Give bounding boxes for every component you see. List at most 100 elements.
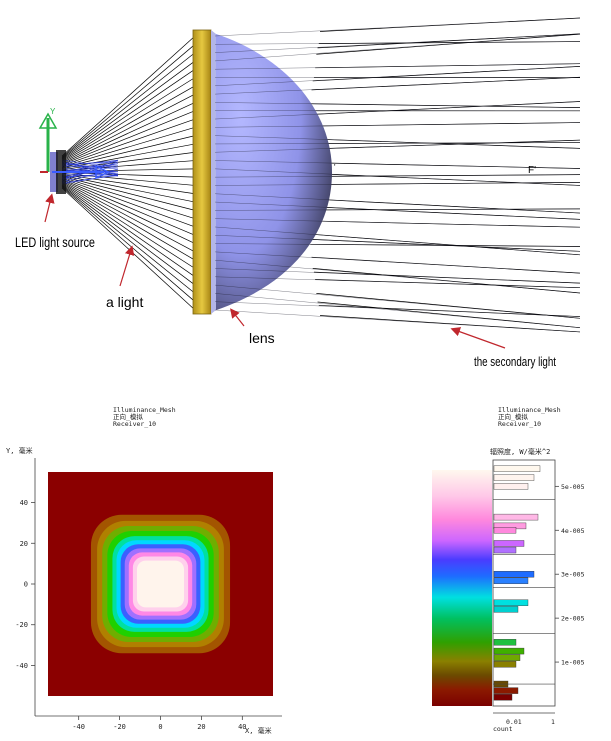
ray-segment bbox=[214, 122, 581, 128]
ray-segment bbox=[61, 68, 196, 161]
illuminance-map-header: Illuminance_Mesh 正向_模拟 Receiver_10 bbox=[113, 406, 176, 428]
ray-segment bbox=[214, 276, 581, 288]
ray-segment bbox=[214, 174, 581, 178]
histogram-bar bbox=[493, 546, 517, 554]
ray-segment bbox=[61, 180, 196, 253]
lens-front-face bbox=[211, 30, 216, 314]
y-tick-label: -20 bbox=[15, 621, 28, 629]
focus-label: F' bbox=[528, 165, 536, 176]
ray-segment bbox=[61, 172, 196, 178]
svg-text:Y: Y bbox=[50, 107, 56, 116]
colorbar-header: Illuminance_Mesh 正向_模拟 Receiver_10 bbox=[498, 406, 561, 428]
histogram-bar bbox=[493, 577, 529, 585]
ray-segment bbox=[214, 160, 581, 169]
ray-segment bbox=[214, 208, 581, 211]
ray-segment bbox=[61, 126, 196, 168]
coordinate-axes-icon: Y bbox=[38, 107, 110, 180]
histogram-bar bbox=[493, 540, 525, 547]
ray-segment bbox=[214, 301, 581, 317]
ray-segment bbox=[214, 33, 581, 53]
secondary-light-label: the secondary light bbox=[474, 354, 556, 369]
ray-segment bbox=[61, 110, 196, 166]
a-light-label: a light bbox=[106, 294, 143, 310]
count-tick-low: 0.01 bbox=[506, 718, 522, 726]
colorbar-gradient bbox=[432, 470, 492, 706]
ray-segment bbox=[61, 184, 196, 286]
ray-segment bbox=[214, 41, 581, 45]
ray-segment bbox=[61, 102, 196, 165]
ray-segment bbox=[61, 159, 119, 169]
colorbar-tick-label: 2e-005 bbox=[561, 615, 585, 623]
ray-segment bbox=[61, 177, 196, 228]
x-tick-label: 40 bbox=[238, 723, 246, 731]
ray-segment bbox=[61, 174, 196, 195]
colorbar-tick-label: 3e-005 bbox=[561, 571, 585, 579]
x-tick-label: 0 bbox=[158, 723, 162, 731]
map-y-ticks: 40 20 0 -20 -40 bbox=[15, 499, 35, 670]
led-to-lens-rays bbox=[61, 35, 196, 311]
ray-segment bbox=[214, 201, 581, 220]
ray-segment bbox=[61, 179, 196, 244]
ray-segment bbox=[61, 159, 119, 173]
histogram-bar bbox=[493, 599, 529, 606]
ray-segment bbox=[61, 160, 196, 171]
lens-label: lens bbox=[249, 330, 275, 346]
ray-segment bbox=[214, 135, 581, 149]
ray-segment bbox=[61, 60, 196, 160]
histogram-bar bbox=[493, 465, 541, 472]
x-tick-label: 20 bbox=[197, 723, 205, 731]
map-x-axis-label: X, 毫米 bbox=[245, 726, 272, 735]
ray-segment bbox=[61, 44, 196, 158]
ray-segment bbox=[214, 243, 581, 247]
ray-segment bbox=[214, 218, 581, 228]
count-axis-label: count bbox=[493, 725, 513, 733]
ray-segment bbox=[214, 66, 581, 87]
histogram-bar bbox=[493, 647, 525, 655]
ray-segment bbox=[214, 63, 581, 70]
ray-segment bbox=[61, 85, 196, 163]
y-tick-label: -40 bbox=[15, 662, 28, 670]
map-header-line-1: Illuminance_Mesh bbox=[113, 406, 176, 414]
map-header-line-2: 正向_模拟 bbox=[113, 412, 143, 421]
histogram-bar bbox=[493, 654, 521, 661]
ray-segment bbox=[61, 181, 196, 261]
colorbar-tick-label: 4e-005 bbox=[561, 527, 585, 535]
ray-segment bbox=[61, 77, 196, 162]
histogram-bars bbox=[493, 465, 541, 701]
ray-segment bbox=[214, 235, 581, 252]
rays-through-lens bbox=[214, 17, 581, 333]
x-tick-label: -40 bbox=[72, 723, 85, 731]
ray-segment bbox=[61, 52, 196, 159]
ray-segment bbox=[61, 35, 196, 157]
histogram-bar bbox=[493, 513, 539, 521]
ray-segment bbox=[214, 76, 581, 95]
ray-segment bbox=[214, 293, 581, 328]
histogram-bar bbox=[493, 474, 535, 481]
y-tick-label: 0 bbox=[24, 581, 28, 589]
ray-segment bbox=[61, 176, 196, 211]
colorbar-ticks: 5e-005 4e-005 3e-005 2e-005 1e-005 bbox=[493, 483, 585, 685]
ray-segment bbox=[61, 160, 119, 167]
ray-segment bbox=[214, 102, 581, 108]
histogram-bar bbox=[493, 571, 535, 578]
ray-segment bbox=[214, 101, 581, 120]
histogram-bar bbox=[493, 694, 513, 701]
illuminance-heatmap bbox=[48, 472, 273, 696]
annotation-arrows bbox=[44, 193, 506, 349]
ray-segment bbox=[214, 139, 581, 153]
map-x-ticks: -40 -20 0 20 40 bbox=[72, 716, 247, 731]
colorbar-header-line-3: Receiver_10 bbox=[498, 420, 541, 428]
ray-segment bbox=[61, 168, 119, 183]
lens-dome bbox=[210, 32, 332, 312]
colorbar-title: 辐照度, W/毫米^2 bbox=[490, 447, 550, 456]
histogram-bar bbox=[493, 687, 519, 694]
ray-segment bbox=[61, 93, 196, 164]
ray-segment bbox=[61, 118, 196, 167]
ray-segment bbox=[214, 226, 581, 256]
ray-segment bbox=[214, 17, 581, 37]
ray-segment bbox=[214, 251, 581, 274]
histogram-bar bbox=[493, 661, 517, 668]
ray-segment bbox=[61, 182, 196, 269]
count-tick-high: 1 bbox=[551, 718, 555, 726]
